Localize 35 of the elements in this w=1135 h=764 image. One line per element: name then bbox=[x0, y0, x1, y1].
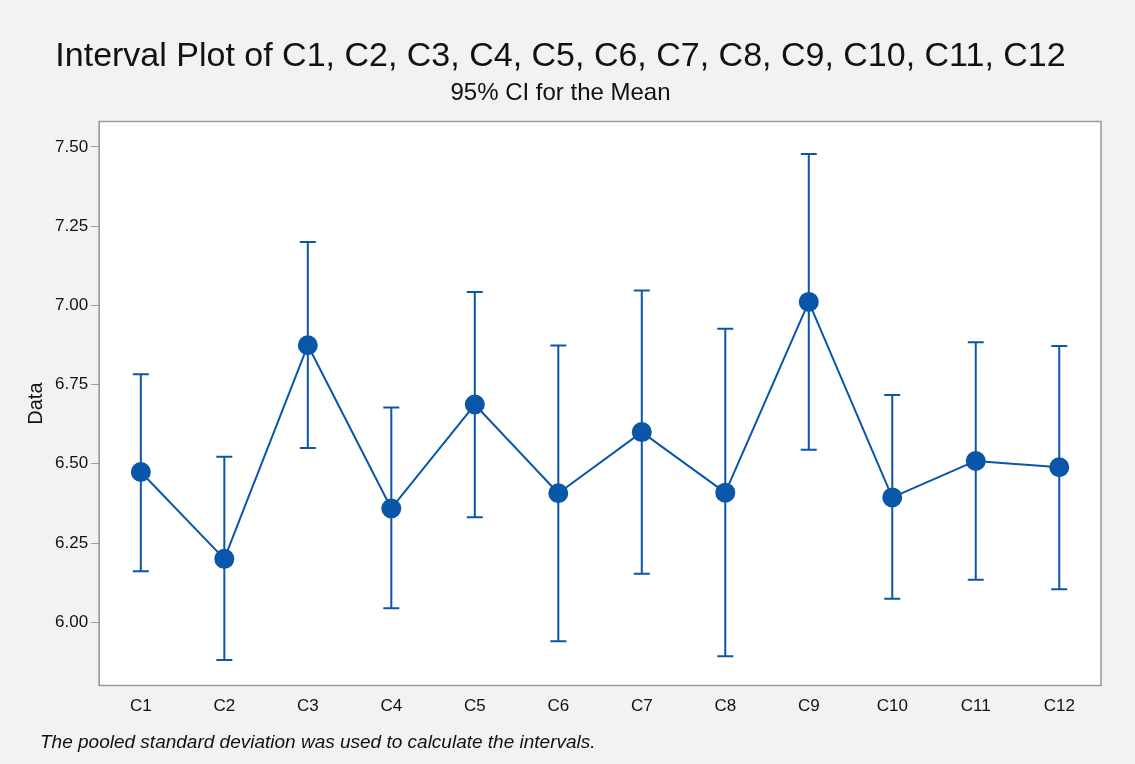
x-tick-label: C9 bbox=[797, 696, 820, 716]
y-tick-label: 6.50 bbox=[54, 453, 89, 473]
y-tick-label: 7.00 bbox=[54, 295, 89, 315]
x-tick-label: C2 bbox=[213, 696, 236, 716]
x-tick-label: C4 bbox=[380, 696, 403, 716]
point bbox=[631, 422, 652, 443]
y-tick-label: 6.00 bbox=[54, 611, 89, 631]
point bbox=[381, 498, 402, 519]
y-tick-label: 7.25 bbox=[54, 215, 89, 235]
y-tick-label: 6.75 bbox=[54, 374, 89, 394]
point bbox=[214, 548, 235, 569]
y-axis-title: Data bbox=[23, 381, 46, 425]
chart-title: Interval Plot of C1, C2, C3, C4, C5, C6, C7, C8, C9, C10, C11, C12 bbox=[55, 34, 1066, 73]
x-tick-label: C12 bbox=[1043, 696, 1075, 716]
x-tick-label: C8 bbox=[714, 696, 737, 716]
x-tick-label: C7 bbox=[630, 696, 653, 716]
point bbox=[464, 394, 485, 415]
point bbox=[548, 483, 569, 504]
point bbox=[1049, 457, 1070, 478]
x-tick-label: C5 bbox=[463, 696, 486, 716]
y-tick-label: 6.25 bbox=[54, 532, 89, 552]
point bbox=[130, 462, 151, 483]
point bbox=[882, 487, 903, 508]
y-tick-label: 7.50 bbox=[54, 136, 89, 156]
x-tick-label: C10 bbox=[876, 696, 908, 716]
x-tick-label: C1 bbox=[129, 696, 152, 716]
x-tick-label: C11 bbox=[960, 696, 991, 716]
x-tick-label: C6 bbox=[547, 696, 570, 716]
point bbox=[965, 450, 986, 471]
text: The pooled standard deviation was used to calculate the intervals. bbox=[40, 730, 596, 752]
point bbox=[798, 291, 819, 312]
point bbox=[297, 335, 318, 356]
point bbox=[715, 482, 736, 503]
x-tick-label: C3 bbox=[296, 696, 319, 716]
chart-subtitle: 95% CI for the Mean bbox=[450, 77, 671, 105]
